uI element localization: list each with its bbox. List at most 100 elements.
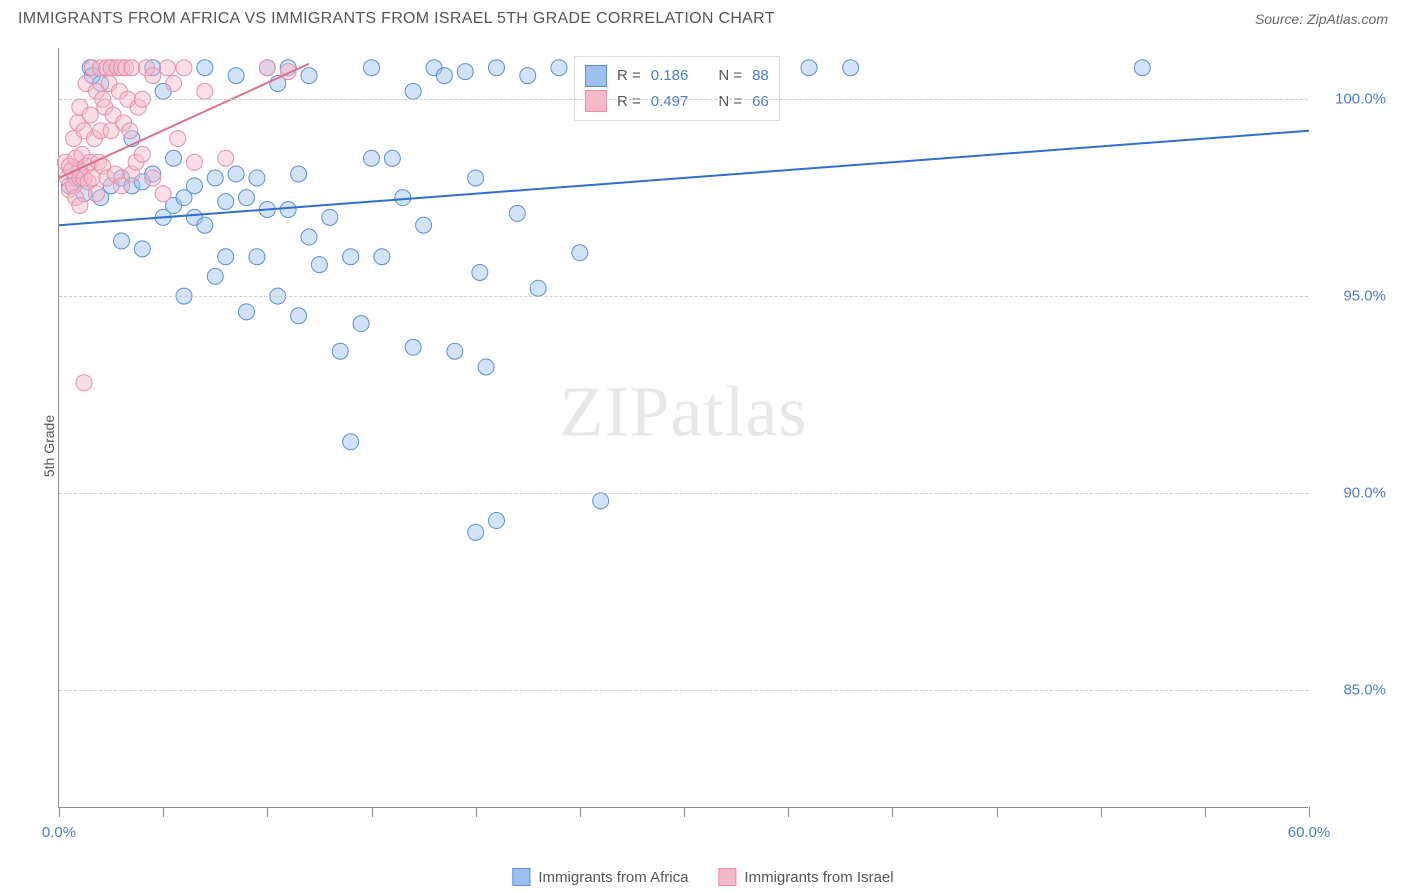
x-tick [476, 807, 477, 817]
data-point [259, 60, 275, 76]
x-tick [788, 807, 789, 817]
data-point [197, 60, 213, 76]
data-point [572, 245, 588, 261]
data-point [395, 190, 411, 206]
data-point [218, 194, 234, 210]
gridline [59, 493, 1308, 494]
title-bar: IMMIGRANTS FROM AFRICA VS IMMIGRANTS FRO… [0, 0, 1406, 34]
data-point [343, 249, 359, 265]
legend-row-africa: R = 0.186 N = 88 [585, 63, 769, 89]
data-point [436, 68, 452, 84]
legend-stats: R = 0.186 N = 88 R = 0.497 N = 66 [574, 56, 780, 121]
chart-area: ZIPatlas R = 0.186 N = 88 R = 0.497 N = … [58, 48, 1308, 808]
x-tick [59, 807, 60, 817]
data-point [311, 257, 327, 273]
chart-title: IMMIGRANTS FROM AFRICA VS IMMIGRANTS FRO… [18, 10, 775, 28]
data-point [489, 60, 505, 76]
data-point [509, 205, 525, 221]
data-point [207, 170, 223, 186]
data-point [593, 493, 609, 509]
data-point [197, 83, 213, 99]
data-point [468, 524, 484, 540]
data-point [239, 190, 255, 206]
data-point [197, 217, 213, 233]
x-tick [1309, 807, 1310, 817]
data-point [89, 186, 105, 202]
x-tick [163, 807, 164, 817]
data-point [239, 304, 255, 320]
scatter-plot [59, 48, 1308, 807]
data-point [186, 154, 202, 170]
data-point [332, 343, 348, 359]
data-point [416, 217, 432, 233]
x-tick [372, 807, 373, 817]
y-tick-label: 85.0% [1316, 681, 1386, 698]
data-point [364, 150, 380, 166]
gridline [59, 690, 1308, 691]
data-point [122, 123, 138, 139]
x-tick [1205, 807, 1206, 817]
swatch-pink [585, 90, 607, 112]
data-point [159, 60, 175, 76]
y-tick-label: 90.0% [1316, 484, 1386, 501]
x-tick [684, 807, 685, 817]
data-point [468, 170, 484, 186]
data-point [457, 64, 473, 80]
data-point [364, 60, 380, 76]
data-point [530, 280, 546, 296]
data-point [249, 249, 265, 265]
data-point [218, 249, 234, 265]
data-point [551, 60, 567, 76]
data-point [801, 60, 817, 76]
data-point [145, 170, 161, 186]
data-point [291, 166, 307, 182]
x-tick [1101, 807, 1102, 817]
x-tick [267, 807, 268, 817]
data-point [155, 186, 171, 202]
x-tick-label: 60.0% [1288, 824, 1331, 841]
N-label: N = [718, 89, 742, 115]
data-point [520, 68, 536, 84]
legend-row-israel: R = 0.497 N = 66 [585, 89, 769, 115]
data-point [1134, 60, 1150, 76]
data-point [249, 170, 265, 186]
data-point [228, 68, 244, 84]
data-point [478, 359, 494, 375]
data-point [405, 339, 421, 355]
swatch-blue [585, 65, 607, 87]
data-point [472, 264, 488, 280]
data-point [343, 434, 359, 450]
data-point [301, 229, 317, 245]
data-point [301, 68, 317, 84]
data-point [405, 83, 421, 99]
data-point [76, 375, 92, 391]
R-label: R = [617, 63, 641, 89]
data-point [353, 316, 369, 332]
data-point [145, 68, 161, 84]
swatch-pink-sm [718, 868, 736, 886]
data-point [134, 241, 150, 257]
x-tick-label: 0.0% [42, 824, 76, 841]
data-point [186, 178, 202, 194]
x-tick [997, 807, 998, 817]
data-point [374, 249, 390, 265]
legend-series: Immigrants from Africa Immigrants from I… [512, 868, 893, 886]
data-point [280, 201, 296, 217]
y-axis-title: 5th Grade [41, 415, 57, 477]
data-point [166, 150, 182, 166]
data-point [843, 60, 859, 76]
data-point [291, 308, 307, 324]
x-tick [580, 807, 581, 817]
data-point [384, 150, 400, 166]
x-tick [892, 807, 893, 817]
data-point [176, 60, 192, 76]
R-value-israel: 0.497 [651, 89, 689, 115]
y-tick-label: 95.0% [1316, 288, 1386, 305]
data-point [134, 146, 150, 162]
legend-label-africa: Immigrants from Africa [538, 869, 688, 886]
data-point [114, 233, 130, 249]
gridline [59, 296, 1308, 297]
gridline [59, 99, 1308, 100]
N-value-africa: 88 [752, 63, 769, 89]
data-point [447, 343, 463, 359]
